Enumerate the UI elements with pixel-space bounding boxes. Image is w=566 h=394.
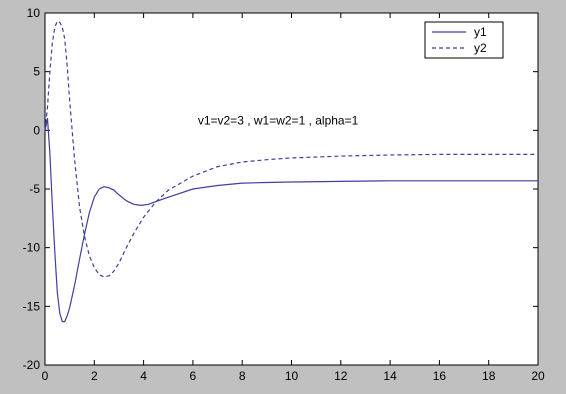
series-line-y1 [44,117,538,323]
x-tick-label: 4 [140,369,147,383]
legend-label-y2: y2 [474,41,487,55]
x-tick-label: 12 [334,369,348,383]
x-tick-label: 20 [531,369,545,383]
legend: y1 y2 [424,21,504,59]
x-tick-label: 10 [285,369,299,383]
y-tick-label: 5 [33,65,40,79]
x-axis-ticks: 0 2 4 6 8 10 12 14 16 18 20 [42,13,545,383]
x-tick-label: 16 [433,369,447,383]
x-tick-label: 18 [482,369,496,383]
x-tick-label: 2 [91,369,98,383]
y-tick-label: -15 [23,299,41,313]
y-tick-label: -10 [23,241,41,255]
chart-annotation: v1=v2=3 , w1=w2=1 , alpha=1 [198,113,359,127]
x-tick-label: 14 [383,369,397,383]
x-tick-label: 0 [42,369,49,383]
legend-label-y1: y1 [474,25,487,39]
y-tick-label: -5 [29,182,40,196]
x-tick-label: 8 [239,369,246,383]
y-tick-label: 10 [27,6,41,20]
plot-area [44,12,539,366]
x-tick-label: 6 [190,369,197,383]
legend-box [424,21,504,59]
series-layer [44,20,538,323]
y-axis-ticks: 10 5 0 -5 -10 -15 -20 [23,6,538,372]
y-tick-label: -20 [23,358,41,372]
y-tick-label: 0 [33,123,40,137]
series-line-y2 [44,20,538,278]
